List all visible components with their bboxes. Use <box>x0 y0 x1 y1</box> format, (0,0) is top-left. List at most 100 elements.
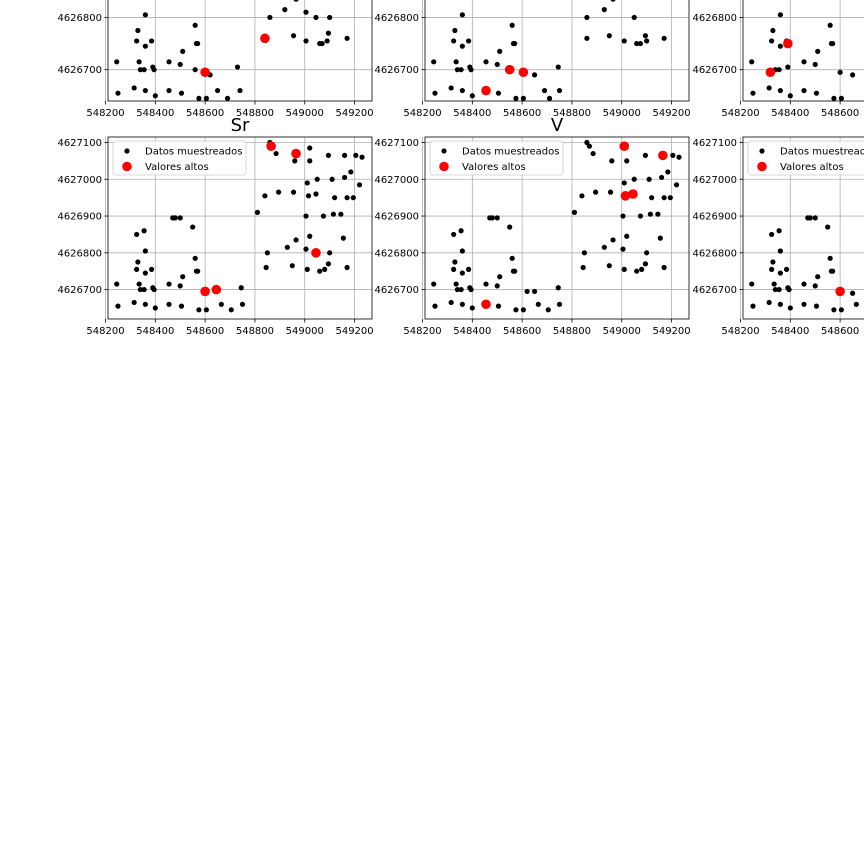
sample-point <box>342 174 348 181</box>
sample-point <box>448 85 454 91</box>
sample-point <box>813 90 820 96</box>
sample-point <box>772 286 778 293</box>
sample-point <box>458 228 464 234</box>
x-tick-label: 548600 <box>186 326 224 337</box>
subplot-2: 548200 548400 548600 548800 549000 549200 4626… <box>374 0 691 119</box>
sample-point <box>495 90 502 96</box>
x-tick-label: 549000 <box>603 108 641 119</box>
x-tick-label: 548600 <box>821 108 859 119</box>
sample-point <box>327 14 333 21</box>
sample-point <box>114 281 120 287</box>
x-tick-label: 548800 <box>553 326 591 337</box>
sample-point <box>469 305 475 311</box>
sample-point <box>228 307 234 313</box>
sample-point <box>142 87 148 94</box>
sample-point <box>644 38 650 44</box>
sample-point <box>787 93 793 99</box>
sample-point <box>512 268 518 274</box>
legend-label: Valores altos <box>780 162 844 173</box>
sample-point <box>584 35 590 41</box>
sample-point <box>452 259 458 265</box>
plot-area <box>425 0 689 101</box>
sample-point <box>624 233 630 239</box>
sample-point <box>325 30 332 36</box>
legend-marker <box>759 148 765 154</box>
x-tick-label: 548600 <box>503 108 541 119</box>
sample-point <box>655 211 661 217</box>
y-tick-label: 4627100 <box>57 138 102 149</box>
x-tick-label: 548800 <box>236 108 274 119</box>
x-tick-label: 548400 <box>453 108 491 119</box>
sample-point <box>606 263 612 269</box>
sample-point <box>580 264 586 271</box>
sample-point <box>624 158 630 164</box>
subplot-3: 548200 548400 548600 4626700 4626800 <box>692 0 864 119</box>
y-tick-label: 4626800 <box>692 248 737 259</box>
sample-point <box>801 87 807 94</box>
sample-point <box>494 61 500 68</box>
sample-point <box>644 250 650 256</box>
sample-point <box>535 301 541 307</box>
sample-point <box>293 0 299 2</box>
sample-point <box>584 139 590 146</box>
sample-point <box>276 189 282 195</box>
sample-point <box>606 33 612 39</box>
sample-point <box>136 281 142 287</box>
sample-point <box>468 67 474 73</box>
sample-point <box>524 288 530 295</box>
sample-point <box>637 213 644 219</box>
sample-point <box>509 22 515 28</box>
sample-point <box>451 266 457 272</box>
y-tick-label: 4627000 <box>374 175 419 186</box>
sample-point <box>459 301 465 307</box>
sample-point <box>465 38 472 44</box>
sample-point <box>838 307 844 313</box>
sample-point <box>148 38 155 44</box>
x-tick-label: 549200 <box>652 108 690 119</box>
sample-point <box>166 87 172 94</box>
x-tick-label: 548400 <box>453 326 491 337</box>
sample-point <box>465 266 472 272</box>
legend-box <box>112 140 247 176</box>
sample-point <box>192 22 198 28</box>
sample-point <box>801 301 807 307</box>
sample-point <box>313 191 319 197</box>
plot-area <box>743 0 864 101</box>
sample-point <box>431 59 437 65</box>
sample-point <box>338 211 344 217</box>
sample-point <box>787 305 793 311</box>
sample-point <box>776 228 782 234</box>
sample-point <box>769 266 775 272</box>
y-tick-label: 4626700 <box>57 285 102 296</box>
sample-point <box>273 150 279 157</box>
sample-point <box>267 14 273 21</box>
sample-point <box>512 40 518 47</box>
sample-point <box>777 248 783 254</box>
x-tick-label: 549000 <box>286 326 324 337</box>
x-tick-label: 548800 <box>236 326 274 337</box>
x-tick-label: 548600 <box>821 326 859 337</box>
sample-point <box>195 268 201 274</box>
sample-point <box>348 169 354 175</box>
sample-point <box>531 72 538 78</box>
sample-point <box>815 48 821 54</box>
sample-point <box>769 231 775 238</box>
sample-point <box>497 274 503 280</box>
legend-marker <box>441 148 447 154</box>
x-tick-label: 548200 <box>86 326 124 337</box>
sample-point <box>340 235 346 241</box>
x-tick-label: 548600 <box>186 108 224 119</box>
sample-point <box>642 152 649 158</box>
sample-point <box>432 90 438 96</box>
sample-point <box>303 213 309 219</box>
sample-point <box>141 228 147 234</box>
sample-point <box>676 154 682 160</box>
sample-point <box>324 38 330 44</box>
subplot-grid: 548200 548400 548600 548800 549000 549200 4626… <box>57 0 864 337</box>
sample-point <box>639 266 645 272</box>
y-tick-label: 4626700 <box>57 65 102 76</box>
sample-point <box>314 176 320 182</box>
sample-point <box>448 299 454 306</box>
sample-point <box>131 85 137 91</box>
